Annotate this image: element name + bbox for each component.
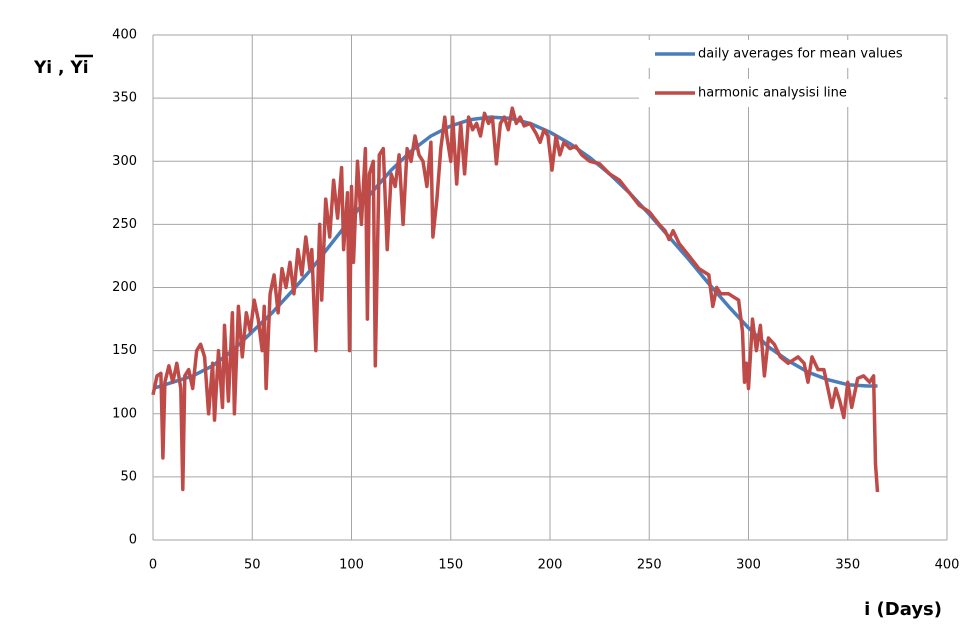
y-tick-label: 50 (120, 469, 137, 484)
x-tick-label: 350 (835, 558, 860, 573)
x-tick-label: 50 (244, 558, 261, 573)
x-tick-label: 100 (339, 558, 364, 573)
y-tick-label: 350 (112, 91, 137, 106)
x-tick-label: 150 (438, 558, 463, 573)
y-tick-label: 300 (112, 154, 137, 169)
x-axis-label: i (Days) (864, 599, 942, 620)
y-axis-label: Yi , Yi (33, 58, 89, 78)
legend-label: harmonic analysisi line (698, 86, 847, 101)
y-tick-label: 150 (112, 343, 137, 358)
x-tick-label: 200 (538, 558, 563, 573)
y-tick-label: 250 (112, 217, 137, 232)
legend-label: daily averages for mean values (698, 47, 903, 62)
series-line (151, 106, 880, 493)
y-tick-label: 0 (129, 533, 137, 548)
y-tick-label: 400 (112, 28, 137, 43)
y-tick-label: 200 (112, 280, 137, 295)
x-tick-label: 400 (935, 558, 960, 573)
x-tick-label: 250 (637, 558, 662, 573)
plot-area: 0 50 100 150 200 250 300 350 400 0 50 100 150 200 250 3… (112, 28, 959, 573)
x-tick-label: 0 (149, 558, 157, 573)
x-tick-label: 300 (736, 558, 761, 573)
y-tick-label: 100 (112, 406, 137, 421)
